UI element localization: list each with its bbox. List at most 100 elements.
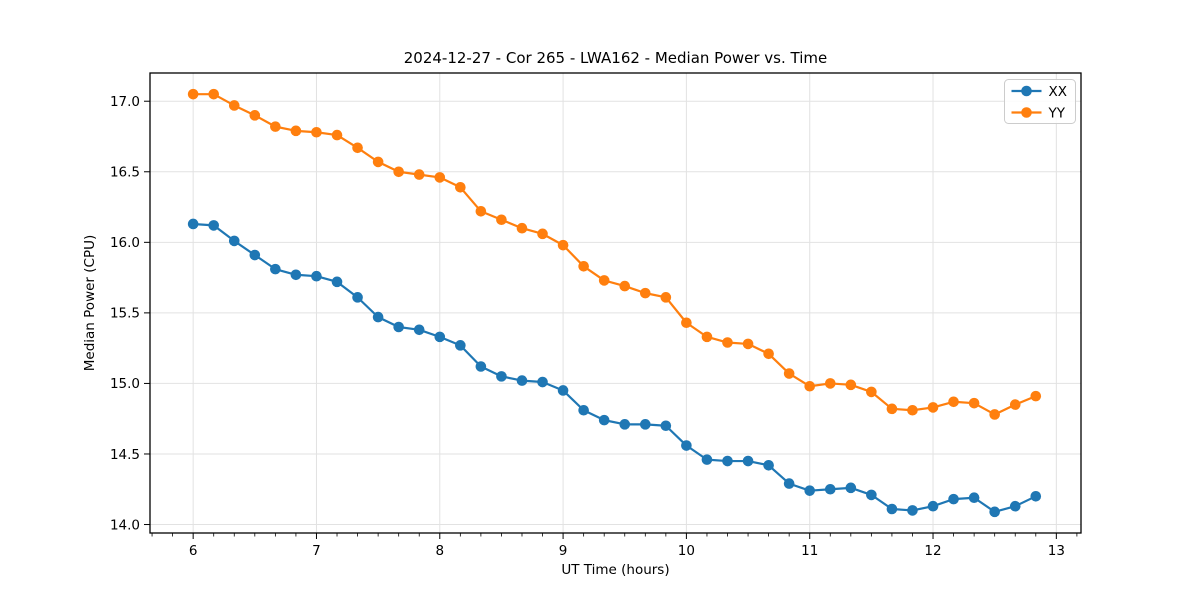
data-point-YY: [372, 156, 384, 168]
legend-item-YY: YY: [1011, 105, 1066, 121]
x-axis-ticks: 6 7 8 9 10 11 12 13: [189, 533, 1065, 559]
y-tick-label: 14.0: [110, 517, 140, 533]
x-tick-label: 11: [801, 543, 818, 559]
data-point-YY: [537, 228, 548, 240]
data-point-YY: [598, 275, 610, 286]
data-point-XX: [640, 419, 651, 430]
data-point-YY: [866, 386, 877, 398]
data-point-YY: [1030, 390, 1042, 402]
data-point-XX: [660, 420, 672, 432]
data-point-XX: [742, 455, 754, 467]
data-point-YY: [270, 121, 281, 132]
data-point-XX: [270, 263, 281, 275]
series-YY: [187, 88, 1042, 420]
data-point-XX: [208, 220, 220, 231]
data-point-XX: [434, 331, 446, 343]
x-tick-label: 7: [312, 543, 321, 559]
data-point-XX: [393, 321, 404, 333]
legend-item-XX: XX: [1011, 84, 1068, 100]
data-point-XX: [927, 500, 939, 512]
data-point-XX: [516, 375, 528, 386]
data-point-YY: [783, 368, 795, 379]
legend: XX YY: [1004, 79, 1076, 124]
data-point-XX: [557, 385, 569, 396]
data-point-YY: [311, 126, 322, 138]
data-point-YY: [475, 205, 487, 217]
data-point-YY: [619, 280, 631, 292]
data-point-XX: [311, 270, 322, 282]
data-point-XX: [413, 324, 425, 336]
data-point-XX: [352, 292, 363, 303]
data-point-XX: [496, 371, 507, 382]
series-XX: [187, 218, 1042, 518]
data-point-XX: [804, 485, 816, 496]
data-point-XX: [475, 361, 487, 372]
data-point-YY: [228, 100, 240, 111]
data-point-YY: [208, 88, 220, 100]
data-point-XX: [228, 235, 240, 247]
data-point-YY: [187, 88, 199, 100]
data-point-XX: [722, 455, 733, 467]
data-point-XX: [598, 414, 610, 426]
x-tick-label: 12: [924, 543, 941, 559]
y-axis-label: Median Power (CPU): [82, 234, 98, 372]
data-point-YY: [352, 142, 363, 154]
data-point-YY: [249, 110, 261, 121]
data-point-YY: [886, 403, 898, 415]
data-point-YY: [640, 287, 651, 299]
data-point-XX: [187, 218, 199, 230]
data-point-YY: [742, 338, 754, 350]
data-point-YY: [516, 222, 528, 234]
data-point-XX: [537, 376, 548, 388]
data-point-XX: [619, 419, 631, 430]
data-point-YY: [557, 239, 569, 251]
chart-title: 2024-12-27 - Cor 265 - LWA162 - Median P…: [403, 49, 828, 67]
data-point-XX: [866, 489, 877, 501]
data-point-YY: [496, 214, 507, 226]
data-point-YY: [455, 181, 466, 193]
legend-marker-XX: [1021, 85, 1032, 97]
data-point-YY: [393, 166, 404, 178]
data-point-YY: [660, 292, 672, 303]
data-point-YY: [413, 169, 425, 180]
data-point-YY: [927, 402, 939, 413]
data-point-XX: [249, 249, 261, 261]
data-point-XX: [989, 506, 1000, 518]
data-point-YY: [434, 172, 446, 183]
data-point-YY: [290, 125, 302, 137]
y-axis-ticks: 14.0 14.5 15.0 15.5 16.0 16.5 17.0: [110, 94, 150, 533]
legend-label-YY: YY: [1048, 105, 1066, 121]
data-point-YY: [907, 404, 918, 416]
y-tick-label: 15.5: [110, 306, 140, 322]
data-point-XX: [578, 404, 589, 416]
data-point-YY: [763, 348, 774, 360]
data-point-XX: [845, 482, 857, 494]
legend-label-XX: XX: [1049, 84, 1068, 100]
y-tick-label: 17.0: [110, 94, 140, 110]
y-tick-label: 15.0: [110, 376, 140, 392]
x-axis-label: UT Time (hours): [561, 562, 670, 578]
data-point-XX: [907, 505, 918, 516]
x-tick-label: 9: [559, 543, 568, 559]
data-point-XX: [701, 454, 713, 465]
data-point-YY: [804, 380, 816, 392]
data-point-XX: [372, 311, 384, 323]
data-point-YY: [701, 331, 713, 343]
data-point-YY: [989, 409, 1000, 420]
x-minor-ticks: [151, 533, 1078, 537]
data-point-YY: [331, 129, 343, 141]
legend-marker-YY: [1021, 107, 1032, 118]
data-point-YY: [948, 396, 959, 408]
data-point-XX: [824, 483, 836, 495]
y-tick-label: 16.0: [110, 235, 140, 251]
x-tick-label: 8: [435, 543, 444, 559]
data-point-XX: [290, 269, 302, 281]
data-point-XX: [948, 493, 959, 505]
data-point-XX: [455, 340, 466, 351]
data-point-XX: [681, 440, 692, 451]
x-tick-label: 13: [1048, 543, 1065, 559]
data-point-XX: [763, 459, 774, 471]
data-point-YY: [578, 261, 589, 272]
